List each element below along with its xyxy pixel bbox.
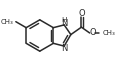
Text: CH₃: CH₃ [0, 19, 13, 25]
Text: N: N [61, 44, 67, 53]
Text: O: O [78, 9, 85, 18]
Text: CH₃: CH₃ [103, 30, 115, 36]
Text: H: H [62, 17, 67, 23]
Text: N: N [61, 19, 67, 28]
Text: O: O [90, 28, 96, 37]
